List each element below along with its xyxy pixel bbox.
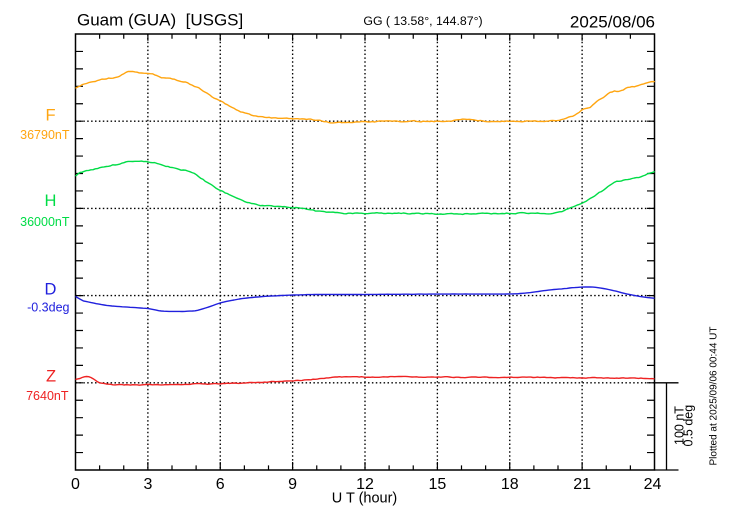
svg-text:D: D: [45, 281, 57, 299]
svg-text:18: 18: [501, 476, 519, 493]
svg-text:36790nT: 36790nT: [20, 128, 70, 142]
svg-text:GG ( 13.58°, 144.87°): GG ( 13.58°, 144.87°): [363, 14, 482, 28]
svg-text:Plotted at 2025/09/06 00:44 UT: Plotted at 2025/09/06 00:44 UT: [709, 327, 720, 466]
svg-text:21: 21: [573, 476, 591, 493]
svg-text:7640nT: 7640nT: [26, 389, 69, 403]
svg-text:Z: Z: [46, 368, 56, 386]
svg-text:100 nT: 100 nT: [673, 406, 687, 445]
svg-text:3: 3: [143, 476, 152, 493]
svg-text:15: 15: [429, 476, 447, 493]
svg-text:H: H: [45, 192, 57, 210]
svg-text:6: 6: [216, 476, 225, 493]
svg-text:0.5 deg: 0.5 deg: [682, 405, 696, 447]
svg-text:12: 12: [356, 476, 374, 493]
svg-text:F: F: [45, 107, 55, 125]
svg-text:0: 0: [71, 476, 80, 493]
svg-text:U T (hour): U T (hour): [332, 491, 398, 507]
svg-text:24: 24: [644, 476, 662, 493]
svg-text:36000nT: 36000nT: [20, 215, 70, 229]
svg-text:2025/08/06: 2025/08/06: [570, 13, 655, 32]
svg-text:9: 9: [288, 476, 297, 493]
svg-text:Guam (GUA) [USGS]: Guam (GUA) [USGS]: [77, 11, 243, 30]
svg-text:-0.3deg: -0.3deg: [27, 301, 69, 315]
